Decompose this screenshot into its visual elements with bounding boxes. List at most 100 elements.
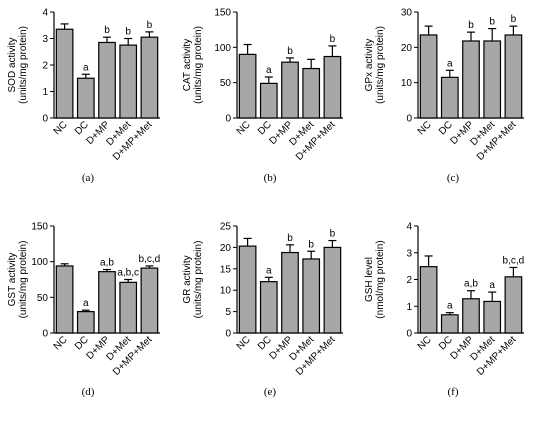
significance-label: b bbox=[104, 25, 110, 36]
bar bbox=[504, 276, 523, 334]
bar bbox=[55, 28, 74, 119]
significance-label: b bbox=[147, 20, 153, 31]
y-tick-label: 10 bbox=[220, 286, 232, 297]
bar bbox=[76, 77, 95, 119]
significance-label: a bbox=[447, 58, 453, 69]
significance-label: b bbox=[489, 17, 495, 28]
y-tick-label: 15 bbox=[220, 264, 232, 275]
significance-label: a bbox=[83, 298, 89, 309]
bar bbox=[483, 300, 502, 334]
x-tick-label: NC bbox=[235, 334, 253, 352]
bar bbox=[98, 41, 116, 119]
y-tick-label: 0 bbox=[42, 114, 48, 125]
y-tick-label: 4 bbox=[42, 8, 48, 19]
panel-caption: (f) bbox=[448, 386, 459, 398]
significance-label: a bbox=[447, 301, 453, 312]
bar bbox=[119, 281, 138, 334]
y-tick-label: 100 bbox=[31, 257, 48, 268]
chart-panel-5: 0 5 10 15 20 25 GR activity (units/mg protein) N… bbox=[182, 222, 343, 398]
y-tick-label: 10 bbox=[401, 78, 413, 89]
bar bbox=[76, 311, 95, 334]
y-tick-label: 1 bbox=[406, 302, 412, 313]
y-axis-label-line: (nmol/mg protein) bbox=[375, 240, 386, 318]
y-tick-label: 3 bbox=[406, 248, 412, 259]
bar bbox=[259, 281, 278, 334]
y-tick-label: 20 bbox=[401, 43, 413, 54]
y-axis-label-line: GR activity bbox=[182, 255, 193, 303]
y-axis-label-line: GST activity bbox=[7, 253, 18, 307]
bar bbox=[302, 258, 321, 334]
y-axis-label-line: CAT activity bbox=[182, 39, 193, 91]
significance-label: a,b,c bbox=[117, 268, 139, 279]
y-tick-label: 30 bbox=[401, 8, 413, 19]
x-tick-label: NC bbox=[416, 334, 434, 352]
y-axis-label-line: GPx activity bbox=[364, 39, 375, 92]
bar bbox=[55, 265, 74, 334]
bar bbox=[238, 245, 257, 334]
y-tick-label: 0 bbox=[406, 329, 412, 340]
y-axis-label-line: GSH level bbox=[364, 257, 375, 302]
y-tick-label: 25 bbox=[220, 222, 232, 233]
significance-label: a bbox=[266, 65, 272, 76]
y-axis-label-line: (units/mg protein) bbox=[18, 26, 29, 104]
bar bbox=[462, 298, 480, 334]
bar bbox=[504, 34, 523, 119]
significance-label: a bbox=[83, 62, 89, 73]
significance-label: a,b bbox=[464, 279, 478, 290]
significance-label: b bbox=[511, 14, 517, 25]
panel-caption: (d) bbox=[82, 386, 95, 398]
bar bbox=[281, 251, 299, 334]
bar bbox=[281, 61, 299, 119]
bar bbox=[462, 40, 480, 119]
y-tick-label: 0 bbox=[42, 329, 48, 340]
y-axis-label-line: (units/mg protein) bbox=[193, 241, 204, 319]
significance-label: b,c,d bbox=[503, 255, 525, 266]
y-tick-label: 2 bbox=[42, 61, 48, 72]
significance-label: b bbox=[287, 233, 293, 244]
significance-label: b bbox=[330, 229, 336, 240]
significance-label: a bbox=[489, 280, 495, 291]
significance-label: b bbox=[330, 34, 336, 45]
y-axis-label-line: SOD activity bbox=[7, 37, 18, 92]
bar bbox=[440, 76, 459, 119]
y-tick-label: 150 bbox=[214, 8, 231, 19]
bar bbox=[483, 40, 502, 119]
x-tick-label: NC bbox=[416, 119, 434, 137]
y-tick-label: 1 bbox=[42, 87, 48, 98]
significance-label: b bbox=[287, 46, 293, 57]
bar bbox=[238, 53, 257, 119]
bar bbox=[440, 314, 459, 334]
significance-label: b bbox=[125, 27, 131, 38]
bar bbox=[419, 266, 438, 334]
y-axis-label-line: (units/mg protein) bbox=[193, 26, 204, 104]
bar bbox=[140, 36, 159, 119]
x-tick-label: NC bbox=[235, 119, 253, 137]
significance-label: b bbox=[468, 20, 474, 31]
significance-label: b,c,d bbox=[139, 254, 161, 265]
x-tick-label: NC bbox=[52, 119, 70, 137]
significance-label: b bbox=[308, 239, 314, 250]
y-tick-label: 150 bbox=[31, 222, 48, 233]
y-axis-label-line: (units/mg protein) bbox=[375, 26, 386, 104]
y-tick-label: 100 bbox=[214, 43, 231, 54]
bar bbox=[302, 67, 321, 119]
panel-caption: (b) bbox=[264, 172, 277, 184]
bar bbox=[323, 246, 342, 334]
bar bbox=[98, 271, 116, 334]
y-tick-label: 50 bbox=[220, 78, 232, 89]
y-tick-label: 5 bbox=[225, 307, 231, 318]
y-tick-label: 50 bbox=[37, 293, 49, 304]
y-tick-label: 0 bbox=[225, 114, 231, 125]
bar bbox=[323, 55, 342, 119]
chart-panel-4: 0 50 100 150 GST activity (units/mg protein) N… bbox=[7, 222, 160, 399]
bar bbox=[119, 44, 138, 119]
panel-caption: (c) bbox=[447, 172, 460, 184]
y-axis-label-line: (units/mg protein) bbox=[18, 241, 29, 319]
y-tick-label: 2 bbox=[406, 275, 412, 286]
significance-label: a bbox=[266, 265, 272, 276]
panel-caption: (a) bbox=[82, 172, 95, 184]
bar bbox=[259, 82, 278, 119]
